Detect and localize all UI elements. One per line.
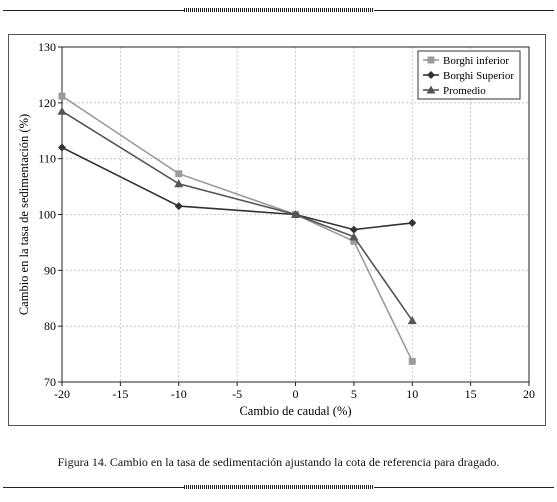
legend-label: Borghi inferior <box>443 55 509 67</box>
top-ornament <box>183 8 374 12</box>
data-point <box>58 143 66 152</box>
data-point <box>174 202 183 211</box>
y-axis-label: Cambio en la tasa de sedimentación (%) <box>17 114 31 315</box>
x-tick-label: 5 <box>351 387 357 401</box>
data-point <box>57 106 67 115</box>
data-point <box>350 237 358 245</box>
data-point <box>291 210 300 218</box>
data-point <box>349 232 359 241</box>
series-layer <box>57 92 417 365</box>
bottom-ornament <box>183 485 374 489</box>
x-tick-label: 10 <box>406 387 418 401</box>
y-tick-label: 110 <box>38 152 56 166</box>
legend-marker <box>427 71 435 79</box>
legend-item: Promedio <box>423 85 486 97</box>
x-tick-label: 15 <box>465 387 477 401</box>
legend: Borghi inferior Borghi Superior Promedio <box>417 50 521 100</box>
x-tick-label: 0 <box>293 387 299 401</box>
series-triangle <box>57 106 417 325</box>
legend-marker <box>427 56 435 64</box>
x-tick-label: -10 <box>171 387 187 401</box>
x-axis-label: Cambio de caudal (%) <box>239 404 351 418</box>
y-tick-label: 70 <box>44 375 56 389</box>
data-point <box>349 225 358 234</box>
data-point <box>408 357 416 365</box>
y-tick-label: 80 <box>44 319 56 333</box>
chart-frame <box>8 34 546 426</box>
data-point <box>175 170 183 178</box>
axis-ticks: -20 -15 -10 -5 0 5 10 15 20 70 80 90 100 110 120 130 <box>38 40 535 401</box>
caption-text: Figura 14. Cambio en la tasa de sediment… <box>57 455 500 469</box>
y-tick-label: 120 <box>38 96 56 110</box>
data-point <box>174 179 184 188</box>
data-point <box>58 92 66 100</box>
legend-marker <box>426 85 436 94</box>
y-tick-label: 130 <box>38 40 56 54</box>
x-tick-label: -15 <box>112 387 128 401</box>
x-tick-label: 20 <box>523 387 535 401</box>
figure-caption: Figura 14. Cambio en la tasa de sediment… <box>0 455 557 470</box>
legend-label: Promedio <box>443 85 486 97</box>
y-tick-label: 90 <box>44 263 56 277</box>
legend-item: Borghi Superior <box>423 70 514 82</box>
legend-label: Borghi Superior <box>443 70 514 82</box>
x-tick-label: -5 <box>232 387 242 401</box>
y-tick-label: 100 <box>38 208 56 222</box>
data-point <box>408 218 417 227</box>
x-tick-label: -20 <box>54 387 70 401</box>
legend-item: Borghi inferior <box>423 55 509 67</box>
data-point <box>407 316 417 325</box>
